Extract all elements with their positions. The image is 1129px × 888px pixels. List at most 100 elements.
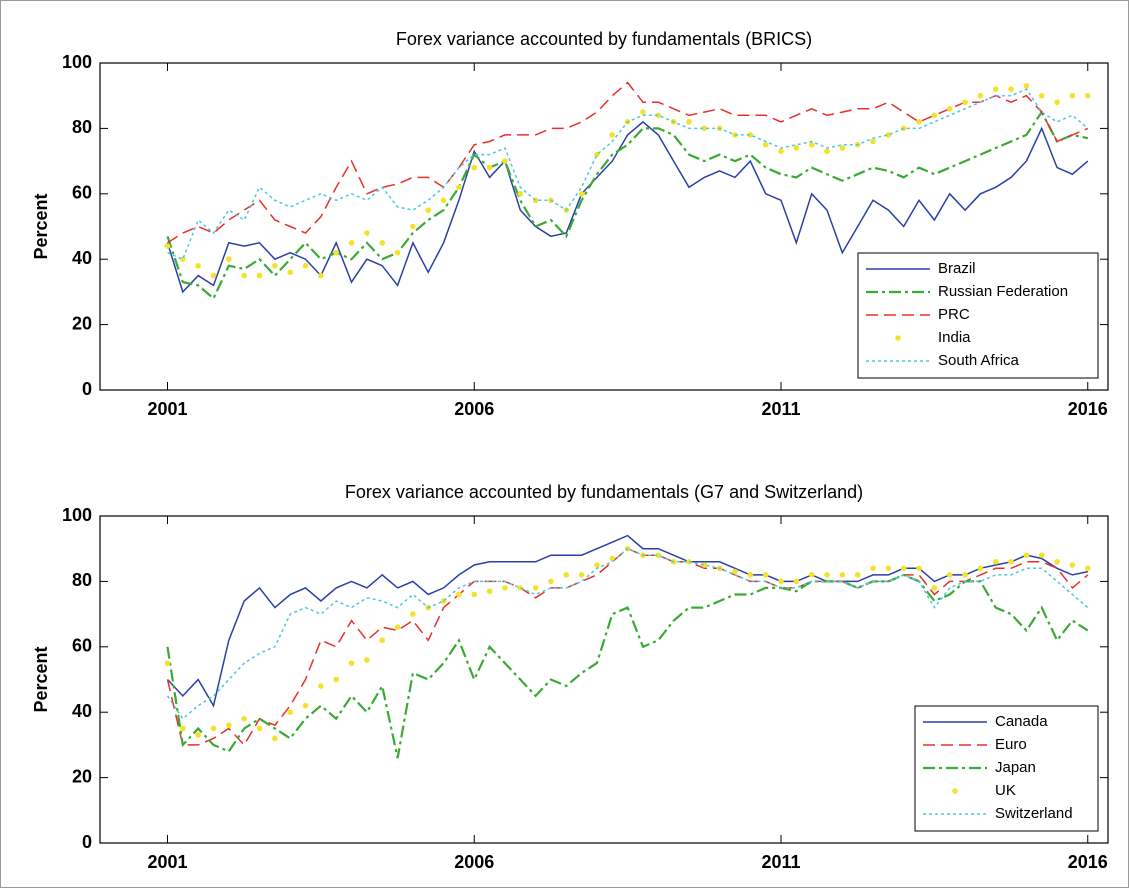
data-point bbox=[548, 578, 554, 585]
data-point bbox=[502, 585, 508, 591]
data-point bbox=[946, 572, 953, 578]
data-point bbox=[440, 197, 447, 204]
data-point bbox=[839, 572, 846, 578]
data-point bbox=[854, 572, 861, 578]
data-point bbox=[471, 164, 478, 171]
x-tick-label: 2011 bbox=[761, 852, 800, 872]
data-point bbox=[287, 269, 293, 276]
data-point bbox=[379, 240, 386, 246]
data-point bbox=[992, 558, 999, 565]
data-point bbox=[732, 568, 738, 575]
y-tick-label: 40 bbox=[72, 701, 92, 721]
x-tick-label: 2006 bbox=[454, 852, 494, 872]
data-point bbox=[992, 86, 999, 92]
data-point bbox=[1054, 558, 1060, 565]
data-point bbox=[517, 585, 524, 591]
data-point bbox=[287, 709, 293, 715]
data-point bbox=[256, 725, 263, 732]
legend-label: Switzerland bbox=[995, 805, 1073, 822]
data-point bbox=[256, 272, 263, 279]
data-point bbox=[640, 109, 646, 115]
data-point bbox=[486, 588, 493, 595]
data-point bbox=[410, 223, 416, 230]
legend-label: Euro bbox=[995, 736, 1027, 753]
y-tick-label: 0 bbox=[82, 379, 92, 399]
y-tick-label: 20 bbox=[72, 313, 92, 333]
data-point bbox=[348, 660, 355, 666]
series-line bbox=[166, 547, 1089, 720]
data-point bbox=[747, 572, 754, 578]
data-point bbox=[870, 138, 876, 145]
y-axis-label: Percent bbox=[31, 193, 51, 259]
data-point bbox=[1008, 558, 1014, 565]
data-point bbox=[272, 262, 278, 269]
x-tick-label: 2016 bbox=[1068, 399, 1108, 419]
data-point bbox=[241, 715, 247, 722]
y-tick-label: 0 bbox=[82, 832, 92, 852]
data-point bbox=[1054, 99, 1060, 106]
data-point bbox=[318, 683, 324, 689]
data-point bbox=[1069, 562, 1076, 568]
legend-box bbox=[914, 705, 1099, 832]
y-tick-label: 60 bbox=[72, 636, 92, 656]
data-point bbox=[333, 249, 340, 256]
data-point bbox=[302, 262, 309, 269]
y-tick-label: 80 bbox=[72, 570, 92, 590]
data-point bbox=[302, 702, 309, 709]
data-point bbox=[379, 637, 386, 644]
legend-label: Russian Federation bbox=[938, 283, 1068, 300]
data-point bbox=[762, 572, 769, 578]
x-tick-label: 2016 bbox=[1068, 852, 1108, 872]
data-point bbox=[931, 585, 938, 591]
legend-label: Canada bbox=[995, 713, 1048, 730]
legend-label: PRC bbox=[938, 306, 970, 323]
y-tick-label: 80 bbox=[72, 117, 92, 137]
chart-title: Forex variance accounted by fundamentals… bbox=[396, 29, 812, 49]
data-point bbox=[195, 732, 201, 738]
data-point bbox=[226, 722, 232, 729]
data-point bbox=[410, 611, 416, 617]
y-tick-label: 40 bbox=[72, 248, 92, 268]
data-point bbox=[594, 562, 600, 568]
data-point bbox=[486, 164, 493, 171]
data-point bbox=[946, 105, 953, 112]
data-point bbox=[1084, 92, 1091, 99]
data-point bbox=[609, 132, 616, 138]
data-point bbox=[824, 572, 830, 578]
data-point bbox=[808, 141, 815, 148]
chart-title: Forex variance accounted by fundamentals… bbox=[345, 482, 863, 502]
data-point bbox=[870, 565, 876, 572]
data-point bbox=[839, 145, 846, 151]
legend-box bbox=[857, 252, 1099, 379]
data-point bbox=[778, 148, 784, 155]
data-point bbox=[471, 591, 478, 598]
data-point bbox=[210, 725, 217, 732]
data-point bbox=[686, 119, 692, 125]
data-point bbox=[1008, 86, 1014, 92]
series-line bbox=[166, 573, 1089, 759]
data-point bbox=[1069, 92, 1076, 99]
data-point bbox=[824, 148, 830, 155]
data-point bbox=[655, 112, 662, 119]
series-line bbox=[167, 81, 1089, 244]
x-tick-label: 2011 bbox=[761, 399, 800, 419]
data-point bbox=[1023, 552, 1030, 559]
data-point bbox=[394, 249, 401, 256]
data-point bbox=[394, 624, 401, 630]
data-point bbox=[747, 132, 754, 138]
data-point bbox=[977, 92, 984, 99]
data-point bbox=[180, 256, 186, 263]
data-point bbox=[655, 552, 662, 559]
legend-label: South Africa bbox=[938, 352, 1020, 369]
y-tick-label: 20 bbox=[72, 766, 92, 786]
data-point bbox=[318, 272, 324, 279]
data-point bbox=[578, 572, 585, 578]
data-point bbox=[195, 262, 201, 269]
data-point bbox=[1038, 552, 1045, 559]
series-line bbox=[167, 88, 1089, 261]
data-point bbox=[517, 191, 524, 197]
x-tick-label: 2006 bbox=[454, 399, 494, 419]
data-point bbox=[532, 585, 539, 591]
data-point bbox=[1038, 92, 1045, 99]
